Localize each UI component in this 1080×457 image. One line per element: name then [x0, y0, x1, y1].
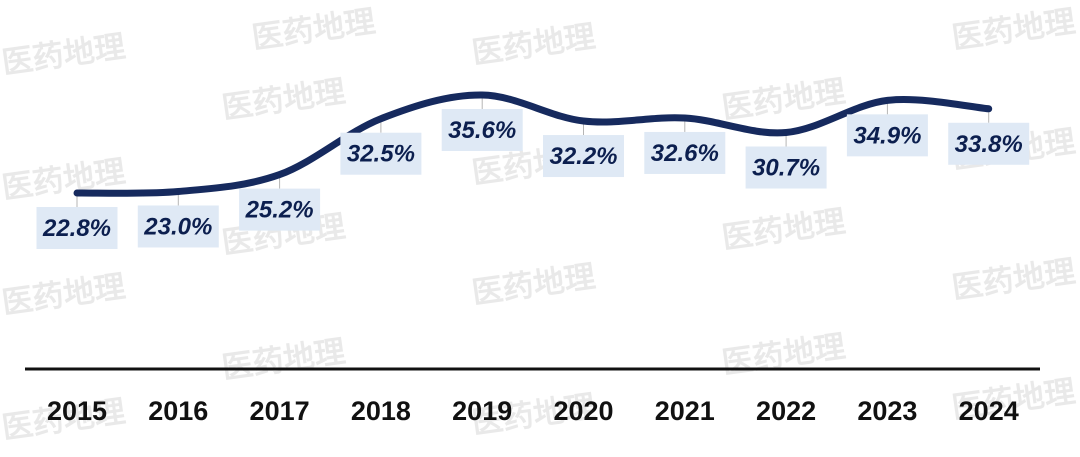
data-label: 30.7%	[752, 155, 820, 182]
data-label-box	[137, 205, 219, 248]
watermark-text: 医药地理	[720, 329, 848, 382]
series-line	[73, 91, 993, 197]
watermark-text: 医药地理	[220, 334, 348, 387]
x-tick-label: 2024	[959, 396, 1019, 426]
data-label: 35.6%	[448, 117, 516, 144]
x-tick-labels: 2015 2016 2017 2018 2019 2020 2021 2022 2023 2024	[47, 396, 1019, 426]
data-label: 25.2%	[245, 197, 314, 224]
data-label-box	[745, 146, 827, 189]
data-label: 33.8%	[955, 131, 1023, 158]
watermark-text: 医药地理	[470, 19, 598, 72]
x-tick-label: 2021	[655, 396, 715, 426]
data-label-box	[239, 188, 321, 231]
watermark-text: 医药地理	[950, 4, 1078, 57]
data-label: 32.2%	[549, 143, 617, 170]
x-tick-label: 2023	[857, 396, 917, 426]
data-label: 23.0%	[143, 213, 212, 240]
x-tick-label: 2016	[148, 396, 208, 426]
data-label-box	[644, 131, 726, 174]
watermark-text: 医药地理	[220, 74, 348, 127]
data-label-box	[543, 135, 624, 178]
data-label-box	[441, 109, 523, 151]
watermark-text: 医药地理	[720, 204, 848, 257]
watermark-text: 医药地理	[470, 259, 598, 312]
watermark-text: 医药地理	[0, 269, 128, 322]
leader-lines	[76, 98, 990, 207]
data-label-box	[36, 207, 118, 249]
watermark-text: 医药地理	[950, 254, 1078, 307]
data-label-box	[948, 122, 1030, 165]
data-labels: 22.8% 23.0% 25.2% 32.5% 35.6% 32.2% 32.6% 30.7%…	[36, 109, 1030, 249]
x-tick-label: 2019	[452, 396, 512, 426]
x-tick-label: 2022	[756, 396, 816, 426]
watermark-text: 医药地理	[250, 4, 378, 57]
x-tick-label: 2020	[553, 396, 613, 426]
x-tick-label: 2018	[351, 396, 411, 426]
data-label: 34.9%	[853, 122, 921, 149]
watermark-text: 医药地理	[0, 154, 128, 207]
data-label-box	[846, 114, 928, 157]
data-label: 22.8%	[42, 215, 111, 242]
x-tick-label: 2017	[250, 396, 310, 426]
x-tick-label: 2015	[47, 396, 107, 426]
data-label: 32.6%	[651, 140, 719, 167]
watermark-text: 医药地理	[0, 29, 128, 82]
data-label-box	[340, 132, 422, 175]
data-label: 32.5%	[347, 141, 415, 168]
